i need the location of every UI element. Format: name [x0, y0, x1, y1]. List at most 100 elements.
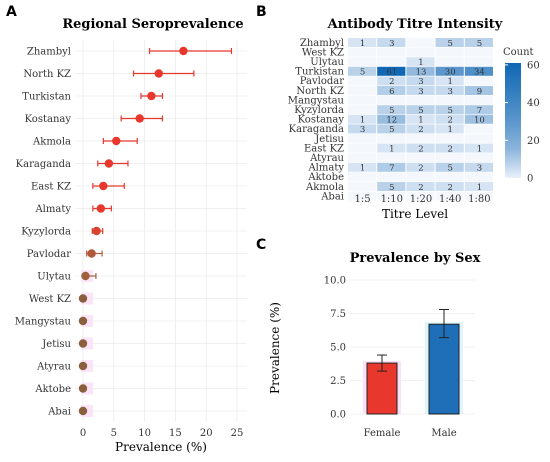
chart-b-cell-label: 34 [474, 68, 485, 78]
chart-b-empty-cell [406, 191, 435, 201]
chart-b-x-tick-label: 1:80 [468, 194, 490, 205]
chart-a-y-tick-label: Aktobe [34, 384, 71, 395]
chart-b-empty-cell [406, 172, 435, 182]
chart-b-cell [348, 66, 377, 76]
chart-a-plot-background [75, 38, 247, 425]
chart-a-y-tick-label: Turkistan [22, 92, 71, 103]
chart-b-cell-label: 5 [447, 106, 452, 116]
chart-a-point [78, 316, 88, 326]
chart-b-empty-cell [406, 47, 435, 57]
chart-b-cell [435, 38, 464, 47]
chart-b-legend-title: Count [503, 47, 534, 58]
chart-a-y-tick-label: Kyzylorda [21, 227, 71, 238]
chart-b-y-tick-label: Akmola [305, 182, 344, 193]
chart-b-cell [348, 162, 377, 172]
chart-b-cell-label: 6 [389, 87, 394, 97]
chart-b-empty-cell [406, 95, 435, 105]
panel-c-letter: C [256, 237, 266, 253]
antibody-titre-heatmap: Antibody Titre Intensity 1 3 5 515 61 13 30 342… [288, 17, 540, 221]
chart-b-empty-cell [348, 143, 377, 153]
chart-b-cell [348, 38, 377, 47]
chart-b-title: Antibody Titre Intensity [327, 17, 503, 32]
chart-c-y-tick-label: 5.0 [330, 343, 346, 354]
chart-b-cell-label: 5 [389, 183, 394, 193]
chart-b-cell-label: 5 [389, 106, 394, 116]
chart-b-cell [406, 143, 435, 153]
chart-b-y-tick-label: Jetisu [314, 134, 344, 145]
chart-a-point [81, 271, 90, 281]
chart-b-cell [464, 66, 493, 76]
chart-b-y-tick-label: Pavlodar [300, 76, 344, 87]
chart-a-y-tick-label: Zhambyl [27, 47, 71, 58]
chart-b-empty-cell [348, 76, 377, 86]
chart-b-empty-cell [377, 95, 406, 105]
chart-a-y-tick-label: West KZ [29, 294, 71, 305]
chart-b-x-tick-label: 1:20 [410, 194, 432, 205]
chart-b-empty-cell [464, 134, 493, 143]
chart-b-cell [406, 76, 435, 86]
chart-b-cell [377, 114, 406, 124]
chart-b-empty-cell [377, 191, 406, 201]
chart-b-cell-label: 3 [360, 125, 365, 135]
chart-a-point [78, 406, 88, 416]
chart-b-empty-cell [435, 95, 464, 105]
chart-a-x-tick-label: 0 [80, 428, 86, 439]
chart-a-y-tick-label: Pavlodar [27, 249, 71, 260]
chart-b-cell-label: 2 [418, 183, 423, 193]
chart-b-y-tick-label: Kostanay [298, 115, 345, 126]
chart-b-empty-cell [464, 191, 493, 201]
chart-b-y-tick-label: Almaty [307, 163, 344, 174]
chart-a-point [78, 384, 88, 393]
chart-b-y-tick-label: East KZ [304, 143, 344, 154]
chart-b-y-tick-label: Ulytau [310, 57, 344, 68]
chart-a-y-tick-label: Ulytau [37, 272, 71, 283]
chart-b-cell [464, 162, 493, 172]
chart-a-point [96, 204, 106, 213]
chart-b-cell [435, 114, 464, 124]
chart-b-cell [406, 57, 435, 67]
chart-c-y-tick-label: 7.5 [330, 309, 346, 320]
chart-b-cell-label: 10 [474, 116, 485, 126]
chart-b-empty-cell [406, 134, 435, 143]
chart-b-cell [464, 38, 493, 47]
chart-a-point [179, 46, 188, 56]
chart-c-bar [428, 323, 460, 415]
chart-b-cell [464, 182, 493, 191]
chart-b-legend-tick-label: 0 [527, 174, 533, 185]
chart-b-empty-cell [435, 57, 464, 67]
chart-b-cell-label: 5 [418, 106, 423, 116]
prevalence-by-sex-chart: Prevalence by Sex 0.0 2.5 5.0 7.5 10.0 Female… [268, 251, 481, 439]
chart-b-empty-cell [377, 134, 406, 143]
chart-b-cell-label: 3 [418, 87, 423, 97]
chart-b-cell-label: 2 [418, 125, 423, 135]
chart-b-cell [435, 182, 464, 191]
chart-a-point [87, 249, 96, 258]
chart-b-cell [435, 162, 464, 172]
chart-b-y-tick-label: Atyrau [309, 153, 344, 164]
chart-b-y-tick-label: Abai [320, 191, 344, 202]
chart-b-cell-label: 3 [477, 164, 482, 174]
chart-b-cell [435, 124, 464, 134]
chart-b-cell [377, 182, 406, 191]
chart-b-y-tick-label: West KZ [302, 47, 344, 58]
chart-a-y-tick-label: Karaganda [16, 159, 71, 170]
chart-b-cell-label: 1 [360, 164, 365, 174]
chart-b-empty-cell [435, 172, 464, 182]
chart-b-legend-tick-label: 60 [527, 60, 540, 71]
chart-a-y-tick-label: Almaty [34, 204, 71, 215]
chart-b-cell [464, 114, 493, 124]
chart-b-cell [377, 105, 406, 115]
chart-b-cell-label: 2 [447, 116, 452, 126]
chart-b-empty-cell [435, 47, 464, 57]
chart-b-y-tick-label: Mangystau [288, 95, 345, 106]
chart-a-x-axis-title: Prevalence (%) [115, 440, 207, 454]
chart-b-y-tick-label: Turkistan [295, 67, 344, 78]
chart-b-cell [406, 105, 435, 115]
chart-a-x-tick-label: 10 [138, 428, 151, 439]
chart-b-empty-cell [464, 172, 493, 182]
chart-a-title: Regional Seroprevalence [62, 17, 243, 32]
chart-b-y-tick-label: Zhambyl [300, 38, 344, 49]
chart-b-empty-cell [435, 134, 464, 143]
chart-b-x-tick-label: 1:10 [381, 194, 403, 205]
chart-a-y-tick-label: Kostanay [25, 114, 72, 125]
